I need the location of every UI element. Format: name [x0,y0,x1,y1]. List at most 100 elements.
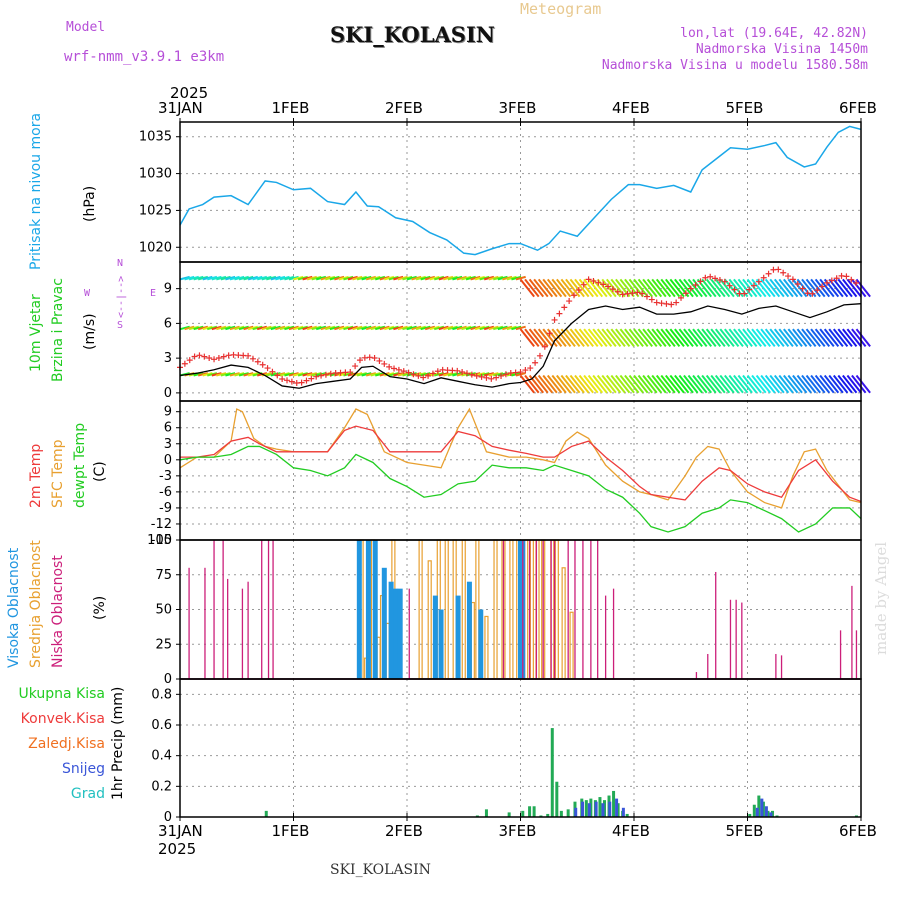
cloud-high-bar [466,581,472,679]
wind-barb [619,278,635,298]
gust-marker [707,273,714,280]
wind-barb [352,325,363,331]
gust-marker [789,276,796,283]
y-tick-label: 75 [155,568,172,583]
lonlat-label: lon,lat (19.64E, 42.82N) [680,26,868,41]
gust-marker [546,330,553,337]
wind-barb [855,374,871,394]
cloud-mid-bar [529,539,534,680]
wind-barb [556,328,572,348]
y-tick-label: -3 [159,469,172,484]
precip-rain-bar [539,815,543,817]
wind-barb [193,275,204,281]
gust-marker [308,375,315,382]
wind-barb [220,275,231,281]
wind-barb [524,374,540,394]
wind-barb [546,278,563,298]
compass-w: W [84,288,91,299]
wind-barb [578,328,594,348]
wind-barb [842,278,858,298]
wind-barb [655,278,672,298]
wind-barb [751,278,767,298]
wind-barb [293,275,304,281]
wind-barb [397,372,408,377]
wind-barb [447,275,458,281]
wind-barb [660,278,676,298]
wind-barb [411,325,422,331]
gust-marker [186,357,193,364]
wind-barb [429,325,440,331]
wind-barb [234,325,245,331]
wind-barb [415,325,427,331]
wind-barb [447,325,458,331]
cloud-high-bar [388,581,394,679]
gust-marker [191,353,198,360]
wind-barb [755,328,772,348]
wind-barb [252,325,263,331]
y-tick-label: 100 [147,533,172,548]
wind-barb [452,325,463,331]
wind-barb [315,275,327,281]
wind-barb [506,325,517,331]
gust-marker [746,286,753,293]
wind-barb [642,278,658,298]
precip-rain-bar [612,790,616,817]
wind-barb [810,278,826,298]
wind-barb [646,374,663,394]
gust-marker [420,374,427,381]
gust-marker [206,354,213,361]
pressure-line [179,125,862,256]
gust-marker [245,352,252,359]
gust-marker [473,372,480,379]
gust-marker [502,371,509,378]
gust-marker [381,360,388,367]
wind-barb [537,278,554,298]
wind-barb [805,328,821,348]
wind-barb [438,275,449,281]
wind-barb [343,325,354,331]
wind-barb [737,278,753,298]
wind-barb [288,325,299,331]
wind-barb [220,325,231,331]
wind-barb [402,372,413,377]
wind-barb [855,278,871,298]
gust-marker [609,286,616,293]
precip-rain-bar [748,813,752,817]
wind-barb [760,374,776,394]
wind-barb [388,275,399,281]
panel-frame [179,400,862,541]
gust-marker [614,288,621,295]
date-tick-label: 31JAN [158,822,203,840]
wind-barb [511,325,522,331]
wind-barb [660,328,676,348]
y-tick-label: 0.8 [151,687,172,702]
cloud-mid-bar [444,539,449,680]
wind-barb [311,325,322,331]
wind-barb [320,325,331,331]
wind-barb [393,372,404,377]
wind-barb [238,372,249,377]
y-tick-label: 9 [164,282,172,297]
wind-barb [737,374,753,394]
wind-barb [587,374,604,394]
gust-marker [600,281,607,288]
wind-barb [193,325,204,331]
wind-barb [393,275,404,281]
wind-barb [306,325,318,331]
wind-barb [429,275,440,281]
wind-barb [783,328,799,348]
wind-barb [479,325,490,331]
date-tick-label: 3FEB [498,822,537,840]
gust-marker [721,278,728,285]
wind-barb [420,275,431,281]
gust-marker [527,365,534,372]
cloud-mid-bar [554,539,559,680]
wind-barb [528,328,545,348]
gust-marker [386,363,393,370]
wind-barb [220,372,231,377]
y-tick-label: 6 [164,316,172,331]
wind-barb [388,325,399,331]
gust-marker [536,352,543,359]
wind-barb [565,374,581,394]
gust-marker [478,373,485,380]
